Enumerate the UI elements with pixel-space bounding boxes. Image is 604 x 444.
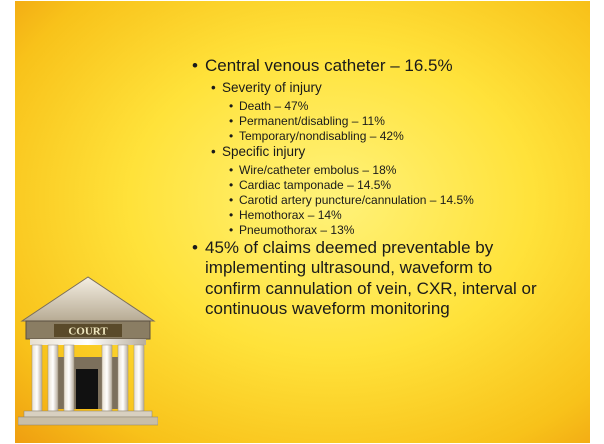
bullet-item: • Hemothorax – 14% [229,208,342,222]
bullet-text: Cardiac tamponade – 14.5% [239,178,392,192]
bullet-text: Specific injury [222,144,306,159]
bullet-text: Death – 47% [239,99,309,113]
courthouse-icon: COURT [18,276,158,426]
bullet: • [229,163,234,177]
bullet: • [192,238,198,257]
bullet-item: • Wire/catheter embolus – 18% [229,163,397,177]
bullet: • [192,56,198,75]
bullet-item: • Central venous catheter – 16.5% [192,56,453,76]
bullet-text: 45% of claims deemed preventable by impl… [205,238,537,319]
bullet: • [229,114,234,128]
bullet-text: Permanent/disabling – 11% [239,114,385,128]
bullet-text: Pneumothorax – 13% [239,223,355,237]
bullet-item: • Specific injury [211,144,306,160]
bullet-text: Hemothorax – 14% [239,208,342,222]
bullet-item: • Cardiac tamponade – 14.5% [229,178,392,192]
bullet: • [229,178,234,192]
bullet-item: • 45% of claims deemed preventable by imp… [192,238,545,320]
bullet: • [229,99,234,113]
bullet: • [229,129,234,143]
bullet: • [211,144,216,159]
bullet-item: • Pneumothorax – 13% [229,223,355,237]
bullet-item: • Temporary/nondisabling – 42% [229,129,404,143]
court-label: COURT [68,326,108,338]
bullet-list: • Central venous catheter – 16.5% • Severit… [15,1,590,443]
bullet-item: • Carotid artery puncture/cannulation – 1… [229,193,474,207]
bullet: • [229,193,234,207]
slide: COURT • Central venous catheter – 16.5% • S… [15,1,590,443]
bullet: • [211,80,216,95]
bullet-item: • Permanent/disabling – 11% [229,114,385,128]
bullet-text: Severity of injury [222,80,322,95]
bullet-text: Carotid artery puncture/cannulation – 14… [239,193,474,207]
bullet: • [229,208,234,222]
bullet-text: Central venous catheter – 16.5% [205,56,453,75]
bullet-text: Wire/catheter embolus – 18% [239,163,397,177]
bullet-item: • Severity of injury [211,80,322,96]
bullet-text: Temporary/nondisabling – 42% [239,129,404,143]
bullet: • [229,223,234,237]
bullet-item: • Death – 47% [229,99,309,113]
